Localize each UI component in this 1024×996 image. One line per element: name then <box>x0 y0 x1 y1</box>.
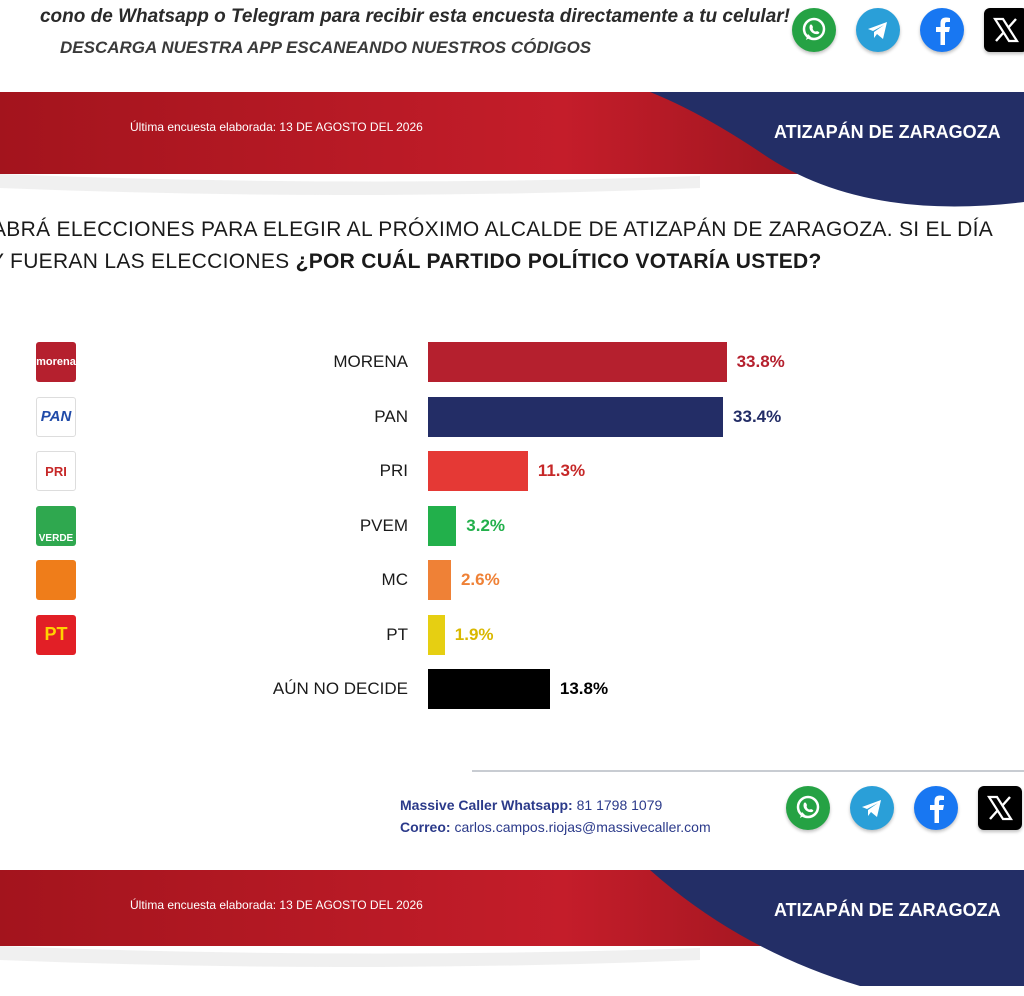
question-line-1: ABRÁ ELECCIONES PARA ELEGIR AL PRÓXIMO A… <box>0 218 994 241</box>
survey-date: Última encuesta elaborada: 13 DE AGOSTO … <box>130 120 423 134</box>
facebook-icon[interactable] <box>920 8 964 52</box>
bar <box>428 614 445 655</box>
bar <box>428 342 727 382</box>
value-label: 13.8% <box>559 679 609 698</box>
question-emphasis: ¿POR CUÁL PARTIDO POLÍTICO VOTARÍA USTED… <box>295 250 822 273</box>
contact-info: Massive Caller Whatsapp: 81 1798 1079 Co… <box>400 794 711 838</box>
social-links-bottom <box>786 786 1022 830</box>
value-label: 33.8% <box>736 352 785 371</box>
pan-logo: PAN <box>36 396 76 437</box>
location-title-footer: ATIZAPÁN DE ZARAGOZA <box>774 900 1001 920</box>
pvem-logo: VERDE <box>36 505 76 546</box>
chart-row: PRI PRI 11.3% <box>0 451 1024 491</box>
bar <box>428 669 550 709</box>
category-label: PT <box>386 624 408 644</box>
telegram-icon[interactable] <box>850 786 894 830</box>
category-label: MC <box>381 570 408 589</box>
telegram-icon[interactable] <box>856 8 900 52</box>
chart-row: morena MORENA 33.8% <box>0 342 1024 382</box>
value-label: 2.6% <box>460 570 500 589</box>
pri-logo: PRI <box>36 451 76 491</box>
whatsapp-icon[interactable] <box>786 786 830 830</box>
promo-message: cono de Whatsapp o Telegram para recibir… <box>39 6 790 27</box>
bar <box>428 451 528 491</box>
category-label: AÚN NO DECIDE <box>272 679 408 698</box>
value-label: 1.9% <box>454 624 494 644</box>
pt-logo: PT <box>36 614 76 655</box>
survey-question: ABRÁ ELECCIONES PARA ELEGIR AL PRÓXIMO A… <box>0 214 1024 278</box>
chart-row: MC 2.6% <box>0 560 1024 600</box>
whatsapp-number[interactable]: 81 1798 1079 <box>576 797 663 813</box>
vote-intention-chart: morena MORENA 33.8% PAN PAN 33.4% PRI PRI 11.3% V… <box>0 330 1024 750</box>
header-band: Última encuesta elaborada: 13 DE AGOSTO … <box>0 92 1024 208</box>
whatsapp-label: Massive Caller Whatsapp: <box>400 797 573 813</box>
morena-logo: morena <box>36 342 76 382</box>
x-icon[interactable] <box>978 786 1022 830</box>
question-line-2: Y FUERAN LAS ELECCIONES ¿POR CUÁL PARTID… <box>0 246 1024 278</box>
category-label: MORENA <box>333 352 408 371</box>
question-line-2-plain: Y FUERAN LAS ELECCIONES <box>0 250 296 273</box>
bar <box>428 560 451 600</box>
survey-date-footer: Última encuesta elaborada: 13 DE AGOSTO … <box>130 898 423 912</box>
category-label: PRI <box>379 461 408 480</box>
bar <box>428 505 457 546</box>
x-icon[interactable] <box>984 8 1024 52</box>
facebook-icon[interactable] <box>914 786 958 830</box>
email-label: Correo: <box>400 819 451 835</box>
mc-logo <box>36 560 76 600</box>
email-address[interactable]: carlos.campos.riojas@massivecaller.com <box>454 819 711 835</box>
location-title: ATIZAPÁN DE ZARAGOZA <box>774 122 1001 142</box>
whatsapp-icon[interactable] <box>792 8 836 52</box>
promo-download-message: DESCARGA NUESTRA APP ESCANEANDO NUESTROS… <box>60 38 592 57</box>
category-label: PVEM <box>359 515 408 535</box>
social-links-top <box>792 8 1024 52</box>
value-label: 11.3% <box>537 461 586 480</box>
value-label: 33.4% <box>733 406 782 426</box>
chart-row: AÚN NO DECIDE 13.8% <box>0 669 1024 709</box>
footer-band: Última encuesta elaborada: 13 DE AGOSTO … <box>0 870 1024 986</box>
chart-row: PAN PAN 33.4% <box>0 396 1024 437</box>
chart-row: PT PT 1.9% <box>0 614 1024 655</box>
divider <box>472 770 1024 772</box>
chart-row: VERDE PVEM 3.2% <box>0 505 1024 546</box>
category-label: PAN <box>374 406 408 426</box>
bar <box>428 396 724 437</box>
value-label: 3.2% <box>466 515 506 535</box>
